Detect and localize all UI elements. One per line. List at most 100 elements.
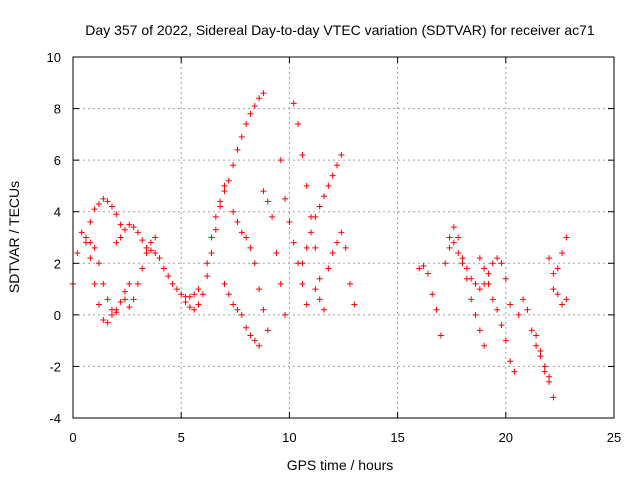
data-point [186,304,193,311]
data-point [489,296,496,303]
data-point [212,213,219,220]
data-point [299,280,306,287]
data-point [95,301,102,308]
data-point [472,311,479,318]
series-arc-16 [446,239,514,308]
data-point [251,260,258,267]
data-point [550,270,557,277]
data-point [485,270,492,277]
series-arc-3 [87,255,133,326]
data-point [178,291,185,298]
data-point [321,306,328,313]
data-point [334,239,341,246]
data-point [476,327,483,334]
data-point [104,296,111,303]
data-point [446,234,453,241]
series-arc-10 [260,188,289,318]
data-point [537,347,544,354]
data-point [346,280,353,287]
data-point [91,280,98,287]
data-point [156,255,163,262]
data-point [282,311,289,318]
data-point [446,244,453,251]
y-tick-label: 0 [54,308,61,323]
y-tick-label: 8 [54,102,61,117]
data-point [143,244,150,251]
data-point [459,255,466,262]
data-point [342,244,349,251]
data-point [204,273,211,280]
x-axis-title: GPS time / hours [287,457,394,473]
y-tick-label: -2 [49,359,61,374]
data-point [481,342,488,349]
data-point [117,234,124,241]
data-point [494,255,501,262]
data-point [260,90,267,97]
data-point [152,249,159,256]
data-point [251,102,258,109]
data-point [147,239,154,246]
data-point [238,229,245,236]
data-point [173,286,180,293]
data-point [546,255,553,262]
series-arc-18 [533,234,570,385]
data-point [104,198,111,205]
data-point [212,226,219,233]
data-point [312,213,319,220]
data-point [74,249,81,256]
data-point [442,260,449,267]
series-arc-7 [204,90,267,267]
data-point [325,265,332,272]
data-point [316,296,323,303]
data-point [420,262,427,269]
data-point [507,358,514,365]
data-point [160,265,167,272]
y-axis-title: SDTVAR / TECUs [6,181,22,293]
data-point [290,100,297,107]
data-point [238,311,245,318]
data-point [546,378,553,385]
data-point [130,296,137,303]
data-point [269,213,276,220]
chart-title: Day 357 of 2022, Sidereal Day-to-day VTE… [85,22,595,38]
series-arc-14 [312,229,358,313]
data-point [303,301,310,308]
data-point [316,203,323,210]
data-point [533,342,540,349]
data-points [70,90,570,401]
data-point [264,327,271,334]
data-point [541,368,548,375]
x-tick-label: 0 [69,430,76,445]
data-point [221,182,228,189]
data-point [143,249,150,256]
data-point [82,239,89,246]
data-point [459,260,466,267]
y-tick-label: 6 [54,153,61,168]
x-tick-label: 20 [499,430,513,445]
data-point [230,208,237,215]
series-arc-6 [182,182,228,313]
data-point [559,301,566,308]
data-point [100,195,107,202]
data-point [113,306,120,313]
data-point [286,219,293,226]
data-point [195,286,202,293]
plot-frame [72,56,615,419]
data-point [502,275,509,282]
data-point [191,291,198,298]
data-point [147,247,154,254]
axis-ticks [72,56,615,419]
data-point [126,304,133,311]
data-point [247,244,254,251]
data-point [82,234,89,241]
data-point [308,229,315,236]
data-point [221,188,228,195]
x-tick-label: 10 [282,430,296,445]
data-point [321,193,328,200]
data-point [498,322,505,329]
data-point [256,95,263,102]
data-point [230,162,237,169]
data-point [433,306,440,313]
data-point [455,249,462,256]
data-point [117,221,124,228]
